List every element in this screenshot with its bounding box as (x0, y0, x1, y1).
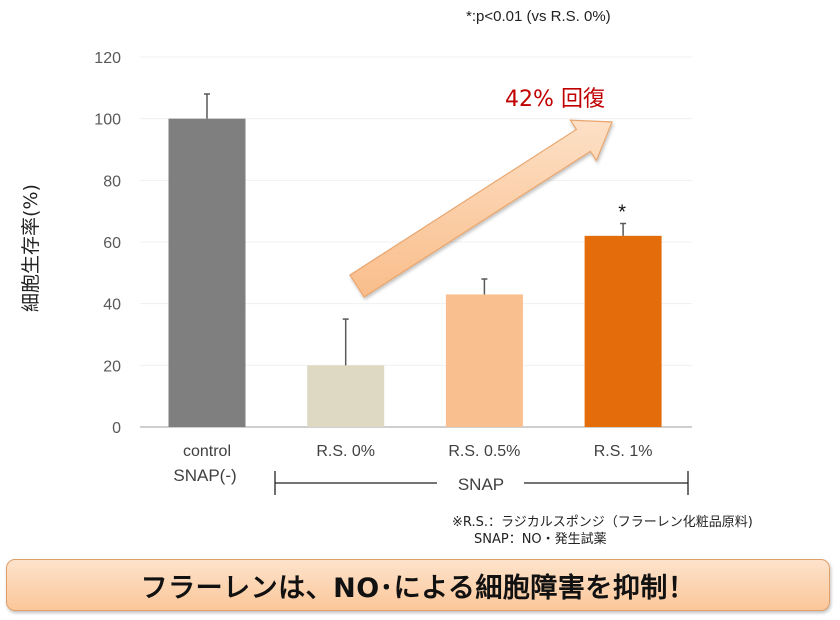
arrow-shape (349, 119, 613, 298)
recovery-arrow (349, 119, 613, 298)
bar-3 (445, 294, 523, 427)
footnote-line-2: SNAP：NO・発生試薬 (474, 532, 607, 547)
y-tick-label: 60 (103, 235, 121, 252)
error-bars: * (204, 93, 626, 366)
x-tick-label: R.S. 1% (594, 443, 653, 460)
snap-group-bracket: SNAP (274, 471, 689, 495)
snap-group-label: SNAP (458, 475, 504, 494)
x-tick-labels: control SNAP(-) R.S. 0% R.S. 0.5% R.S. 1% (173, 443, 652, 485)
y-tick-label: 20 (103, 358, 121, 375)
significance-note: *:p<0.01 (vs R.S. 0%) (466, 8, 611, 25)
y-tick-labels: 0 20 40 60 80 100 120 (94, 50, 121, 437)
conclusion-banner: フラーレンは、NO･による細胞障害を抑制！ (6, 559, 830, 611)
bar-4 (584, 235, 662, 427)
x-tick-label: R.S. 0.5% (448, 443, 520, 460)
arrow-label: 42% 回復 (505, 87, 605, 112)
banner-text: フラーレンは、NO･による細胞障害を抑制！ (140, 572, 696, 604)
bar-2 (307, 365, 385, 427)
significance-marker: * (618, 202, 626, 224)
y-tick-label: 0 (112, 420, 121, 437)
x-tick-label: control (183, 443, 231, 460)
y-tick-label: 40 (103, 297, 121, 314)
bar-chart: 0 20 40 60 80 100 120 * control SNAP(-) R.S. 0% R… (94, 50, 692, 495)
y-axis-label: 細胞生存率(%) (20, 184, 42, 312)
x-tick-label: R.S. 0% (316, 443, 375, 460)
footnote: ※R.S.：ラジカルスポンジ（フラーレン化粧品原料) SNAP：NO・発生試薬 (452, 514, 753, 548)
x-tick-sublabel: SNAP(-) (173, 466, 236, 485)
bars (168, 118, 662, 428)
y-tick-label: 100 (94, 112, 121, 129)
y-tick-label: 120 (94, 50, 121, 67)
y-tick-label: 80 (103, 173, 121, 190)
footnote-line-1: ※R.S.：ラジカルスポンジ（フラーレン化粧品原料) (452, 515, 753, 530)
bar-1 (168, 118, 246, 428)
